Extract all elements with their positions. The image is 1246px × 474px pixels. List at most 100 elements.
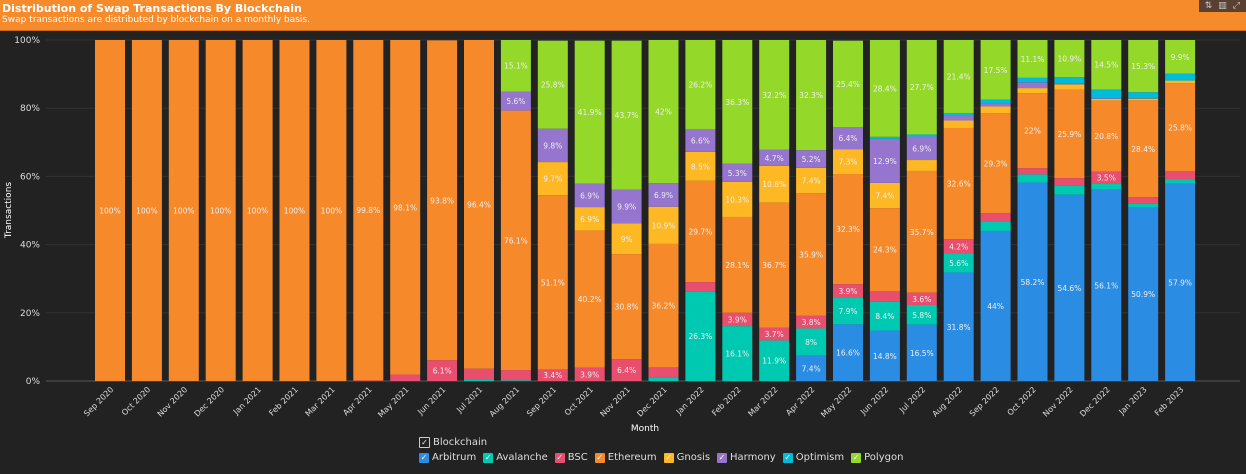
- sort-icon[interactable]: ⇅: [1204, 1, 1213, 11]
- checkbox-icon[interactable]: ✓: [851, 452, 862, 463]
- data-label: 93.8%: [430, 196, 454, 205]
- bar-segment-polygon: [537, 40, 568, 129]
- data-label: 100%: [321, 207, 342, 216]
- bar-segment-polygon: [611, 40, 642, 190]
- y-tick-label: 60%: [20, 172, 40, 182]
- bar-stack: 14.8% 8.4% 24.3% 7.4% 12.9% 28.4%: [869, 40, 900, 381]
- x-tick-label: Feb 2023: [1153, 385, 1186, 418]
- bar-segment-ethereum: [980, 113, 1011, 214]
- legend-item-ethereum[interactable]: ✓ Ethereum: [594, 452, 657, 463]
- bar-segment-avalanche: [464, 379, 494, 381]
- data-label: 15.3%: [1131, 62, 1155, 71]
- bar-segment-ethereum: [537, 195, 568, 370]
- data-label: 16.5%: [910, 349, 934, 358]
- chart-header: Distribution of Swap Transactions By Blo…: [0, 0, 1246, 31]
- legend-item-bsc[interactable]: ✓ BSC: [554, 452, 588, 463]
- bar-segment-avalanche: [833, 297, 863, 325]
- bar-segment-ethereum: [242, 40, 273, 381]
- data-label: 31.8%: [947, 323, 971, 332]
- bar-segment-gnosis: [1165, 80, 1196, 84]
- bar-stack: 26.3% 29.7% 8.5% 6.6% 26.2%: [685, 40, 716, 381]
- data-label: 43.7%: [615, 111, 639, 120]
- bar-segment-harmony: [611, 189, 642, 224]
- bar-segment-ethereum: [1017, 93, 1048, 169]
- data-label: 100%: [284, 207, 305, 216]
- x-tick-label: Sep 2021: [525, 385, 558, 418]
- data-label: 28.4%: [1131, 145, 1155, 154]
- bar-segment-bsc: [1017, 168, 1048, 175]
- bar-segment-bsc: [390, 374, 421, 381]
- legend-item-gnosis[interactable]: ✓ Gnosis: [663, 452, 711, 463]
- bar-segment-polygon: [1017, 40, 1048, 78]
- bar-segment-arbitrum: [906, 324, 937, 381]
- bar-segment-ethereum: [464, 40, 494, 369]
- expand-icon[interactable]: ⤢: [1232, 1, 1240, 11]
- bar-segment-arbitrum: [1165, 183, 1196, 381]
- bar-segment-avalanche: [1165, 179, 1196, 184]
- legend-label: Optimism: [795, 452, 845, 463]
- bar-segment-polygon: [1165, 40, 1196, 74]
- data-label: 7.9%: [838, 307, 857, 316]
- data-label: 10.3%: [725, 195, 749, 204]
- bar-segment-ethereum: [574, 230, 605, 368]
- x-tick-label: Sep 2020: [82, 385, 115, 418]
- bar-segment-ethereum: [833, 174, 863, 285]
- checkbox-icon[interactable]: ✓: [594, 452, 605, 463]
- legend-item-avalanche[interactable]: ✓ Avalanche: [483, 452, 548, 463]
- data-label: 6.1%: [433, 367, 452, 376]
- data-label: 3.9%: [728, 315, 747, 324]
- data-label: 96.4%: [467, 200, 491, 209]
- data-label: 40.2%: [578, 295, 602, 304]
- bar-segment-harmony: [500, 91, 531, 111]
- bar-chart-icon[interactable]: ▥: [1218, 1, 1227, 11]
- checkbox-icon[interactable]: ✓: [419, 437, 430, 448]
- legend-item-arbitrum[interactable]: ✓ Arbitrum: [419, 452, 476, 463]
- checkbox-icon[interactable]: ✓: [663, 452, 674, 463]
- bar-segment-harmony: [537, 128, 568, 163]
- bar-segment-polygon: [943, 40, 974, 113]
- bar-segment-bsc: [980, 213, 1011, 222]
- data-label: 16.1%: [725, 350, 749, 359]
- data-label: 8.5%: [691, 162, 710, 171]
- legend-item-optimism[interactable]: ✓ Optimism: [782, 452, 845, 463]
- bar-segment-gnosis: [1017, 88, 1048, 94]
- checkbox-icon[interactable]: ✓: [554, 452, 565, 463]
- legend-label: Avalanche: [496, 452, 548, 463]
- legend-item-harmony[interactable]: ✓ Harmony: [717, 452, 776, 463]
- x-tick-label: Nov 2020: [156, 385, 190, 419]
- data-label: 54.6%: [1057, 284, 1081, 293]
- x-tick-label: Dec 2020: [193, 385, 227, 419]
- x-tick-label: Mar 2022: [746, 385, 779, 418]
- bar-stack: 96.4%: [464, 40, 494, 381]
- x-tick-label: Nov 2022: [1041, 385, 1075, 419]
- bar-stack: 76.1% 5.6% 15.1%: [500, 40, 531, 381]
- legend-label: Gnosis: [676, 452, 711, 463]
- data-label: 7.4%: [875, 191, 894, 200]
- data-label: 3.9%: [838, 287, 857, 296]
- legend-item-polygon[interactable]: ✓ Polygon: [851, 452, 903, 463]
- bar-segment-ethereum: [1091, 100, 1122, 172]
- data-label: 9.9%: [1171, 53, 1190, 62]
- checkbox-icon[interactable]: ✓: [419, 452, 429, 463]
- checkbox-icon[interactable]: ✓: [483, 452, 494, 463]
- bar-segment-gnosis: [869, 182, 900, 209]
- bar-stack: 3.9% 40.2% 6.9% 6.9% 41.9%: [574, 40, 605, 381]
- legend-toggle-all[interactable]: ✓ Blockchain: [419, 437, 903, 448]
- bar-segment-ethereum: [95, 40, 125, 381]
- data-label: 6.4%: [838, 134, 857, 143]
- bar-segment-optimism: [943, 112, 974, 116]
- data-label: 11.9%: [762, 357, 786, 366]
- bar-segment-optimism: [1091, 89, 1122, 99]
- bar-stack: 16.6% 7.9% 3.9% 32.3% 7.3% 6.4% 25.4%: [833, 40, 863, 381]
- checkbox-icon[interactable]: ✓: [782, 452, 793, 463]
- bar-segment-ethereum: [722, 216, 753, 313]
- bar-segment-bsc: [1054, 178, 1085, 186]
- data-label: 7.3%: [838, 158, 857, 167]
- bar-segment-bsc: [1128, 197, 1159, 204]
- data-label: 8%: [805, 338, 817, 347]
- bar-segment-gnosis: [722, 181, 753, 217]
- bar-segment-gnosis: [1128, 98, 1159, 101]
- bar-segment-ethereum: [131, 40, 162, 381]
- checkbox-icon[interactable]: ✓: [717, 452, 728, 463]
- data-label: 50.9%: [1131, 290, 1155, 299]
